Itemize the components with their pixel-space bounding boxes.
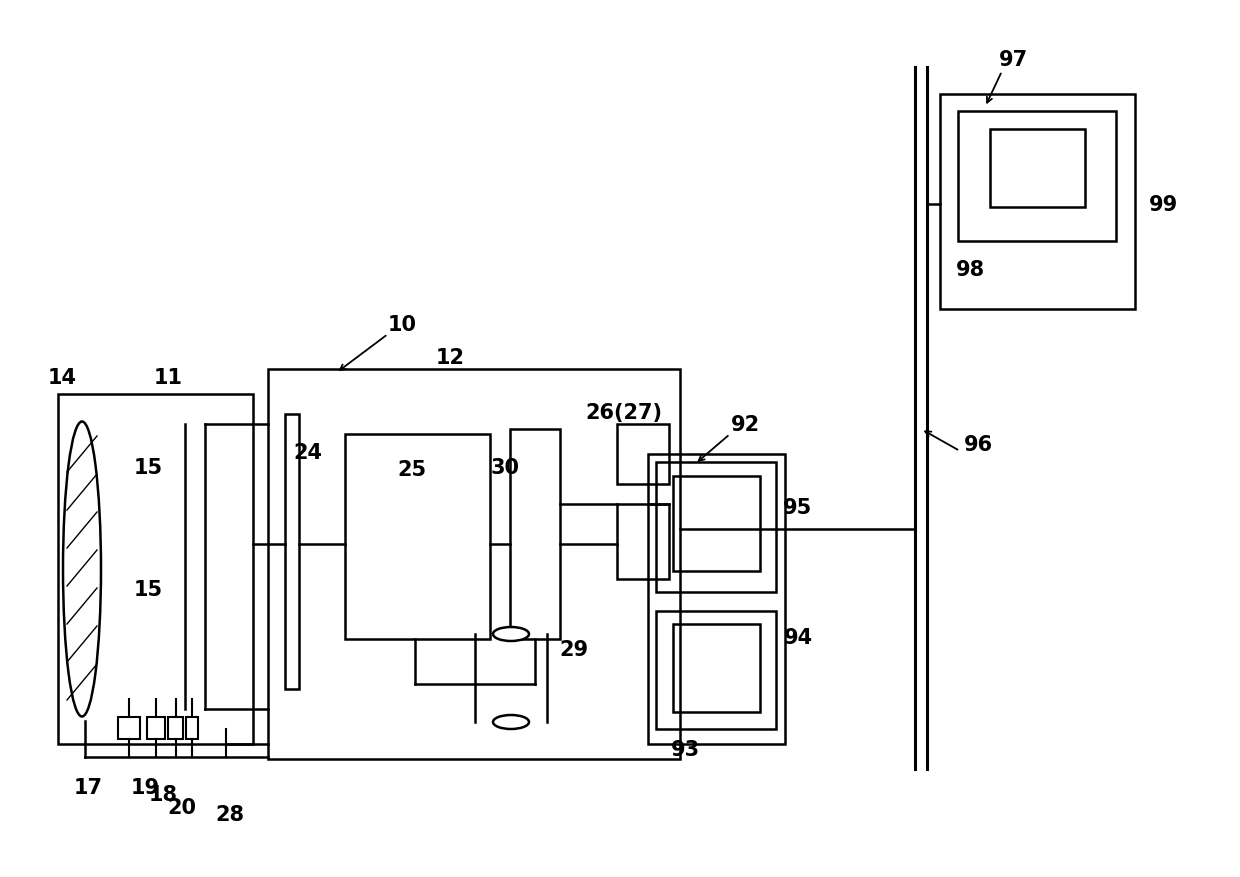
Text: 11: 11 [154,367,182,388]
Ellipse shape [494,715,529,729]
Bar [618,504,670,580]
Bar [268,369,680,759]
Bar [673,624,760,712]
Bar [959,112,1116,242]
Text: 25: 25 [398,460,427,480]
Bar [673,476,760,571]
Text: 28: 28 [216,804,244,824]
Text: 18: 18 [149,784,177,804]
Text: 19: 19 [130,777,160,797]
Text: 12: 12 [435,347,465,367]
Text: 94: 94 [784,627,812,647]
Bar [345,434,490,639]
Bar [649,454,785,745]
Text: 98: 98 [956,260,985,280]
Bar [656,611,776,729]
Text: 92: 92 [730,415,760,434]
Bar [656,462,776,592]
Text: 20: 20 [167,797,196,817]
Text: 15: 15 [134,458,162,477]
Ellipse shape [494,627,529,641]
Text: 99: 99 [1148,195,1178,215]
Bar [940,95,1135,310]
Bar [285,415,299,689]
Bar [510,430,560,639]
Text: 97: 97 [998,50,1028,70]
Text: 93: 93 [671,739,699,759]
Bar [58,395,253,745]
Bar [118,717,140,739]
Text: 17: 17 [73,777,103,797]
Text: 29: 29 [559,639,589,660]
Text: 30: 30 [491,458,520,477]
Bar [618,424,670,484]
Text: 15: 15 [134,580,162,599]
Text: 95: 95 [784,497,812,517]
Bar [186,717,198,739]
Bar [148,717,165,739]
Bar [167,717,184,739]
Bar [990,130,1085,208]
Text: 14: 14 [47,367,77,388]
Text: 26(27): 26(27) [585,403,662,423]
Text: 24: 24 [294,443,322,462]
Text: 10: 10 [387,315,417,335]
Text: 96: 96 [963,434,992,454]
